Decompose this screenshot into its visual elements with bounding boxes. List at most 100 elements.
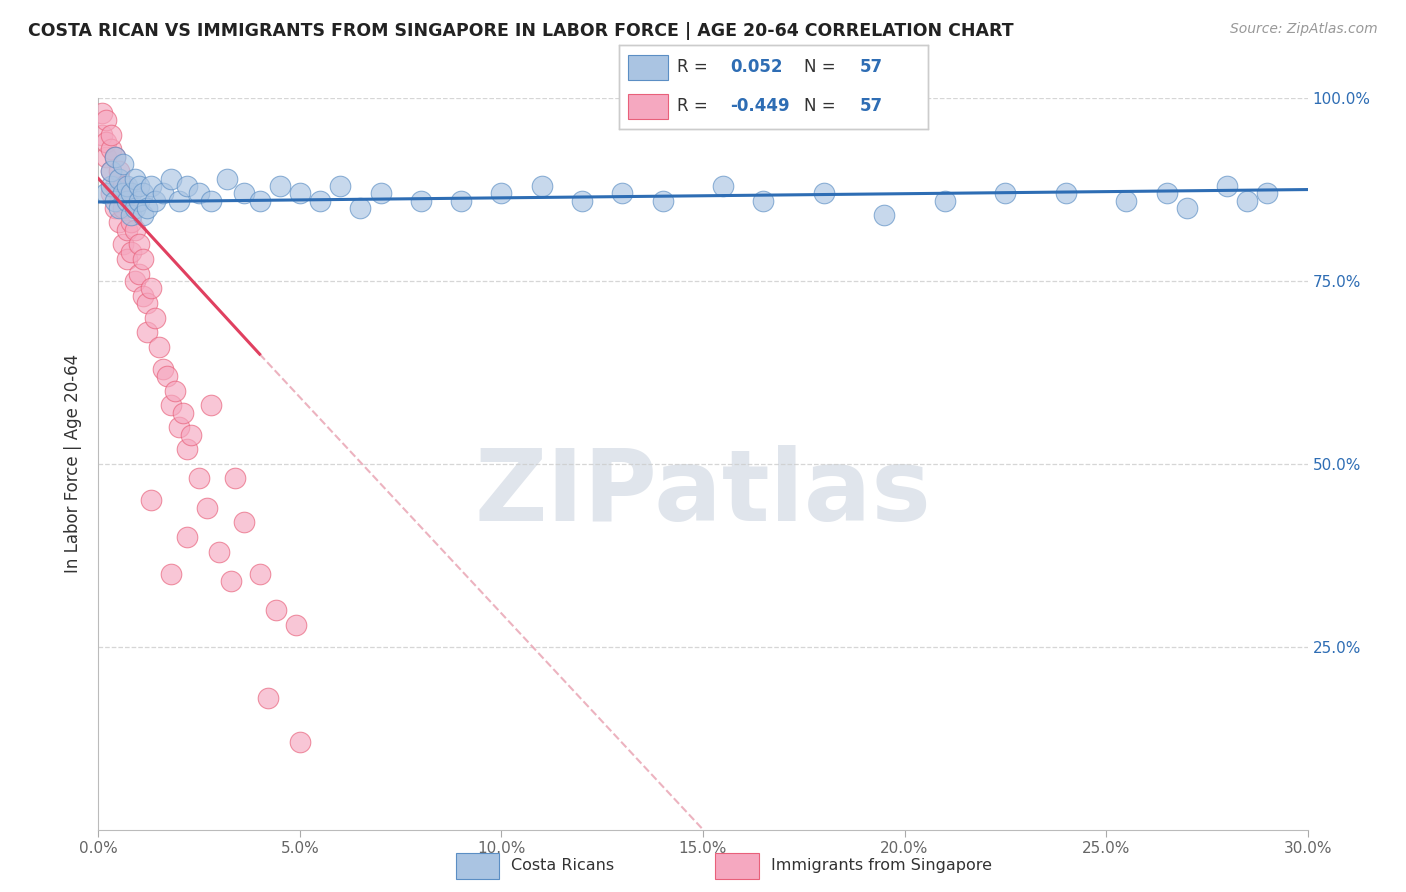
Point bbox=[612, 186, 634, 201]
Point bbox=[91, 128, 114, 142]
Text: ZIPatlas: ZIPatlas bbox=[475, 444, 931, 541]
Point bbox=[1156, 186, 1178, 201]
Point bbox=[160, 171, 183, 186]
Text: R =: R = bbox=[678, 97, 709, 115]
Point bbox=[111, 178, 134, 193]
Point bbox=[103, 150, 125, 164]
Point bbox=[96, 135, 118, 149]
Point bbox=[450, 194, 472, 208]
Point bbox=[152, 186, 174, 201]
Point bbox=[100, 164, 122, 178]
Point bbox=[188, 471, 211, 485]
Point bbox=[1256, 186, 1278, 201]
Point bbox=[107, 171, 129, 186]
FancyBboxPatch shape bbox=[628, 94, 668, 120]
Point bbox=[128, 178, 150, 193]
Point bbox=[103, 178, 125, 193]
Point bbox=[160, 398, 183, 412]
FancyBboxPatch shape bbox=[716, 854, 759, 879]
Point bbox=[309, 194, 332, 208]
Point bbox=[249, 194, 271, 208]
Point bbox=[139, 493, 162, 508]
Point bbox=[103, 150, 125, 164]
Point bbox=[256, 690, 278, 705]
Point bbox=[349, 201, 371, 215]
Point bbox=[813, 186, 835, 201]
Point bbox=[195, 500, 218, 515]
Text: 57: 57 bbox=[860, 97, 883, 115]
FancyBboxPatch shape bbox=[456, 854, 499, 879]
Point bbox=[934, 194, 956, 208]
Point bbox=[249, 566, 271, 581]
Point bbox=[120, 244, 142, 259]
Point bbox=[115, 178, 138, 193]
Point bbox=[152, 361, 174, 376]
Point bbox=[176, 442, 198, 457]
Point bbox=[132, 186, 155, 201]
Point bbox=[200, 398, 222, 412]
Point bbox=[284, 617, 307, 632]
Point bbox=[120, 215, 142, 229]
Point bbox=[651, 194, 673, 208]
Point bbox=[329, 178, 352, 193]
Point bbox=[208, 544, 231, 558]
Point bbox=[107, 164, 129, 178]
Point bbox=[135, 325, 157, 339]
Point bbox=[100, 142, 122, 156]
Point bbox=[711, 178, 734, 193]
Point bbox=[269, 178, 291, 193]
Point bbox=[160, 566, 183, 581]
Point bbox=[96, 186, 118, 201]
Point bbox=[143, 194, 166, 208]
Point bbox=[132, 208, 155, 222]
Point bbox=[571, 194, 593, 208]
Point bbox=[156, 369, 179, 384]
Point bbox=[200, 194, 222, 208]
Point bbox=[180, 427, 202, 442]
Point bbox=[135, 201, 157, 215]
Point bbox=[167, 420, 190, 434]
Point bbox=[132, 288, 155, 302]
Point bbox=[100, 128, 122, 142]
Text: N =: N = bbox=[804, 59, 835, 77]
Point bbox=[115, 194, 138, 208]
Point bbox=[111, 186, 134, 201]
Point bbox=[530, 178, 553, 193]
FancyBboxPatch shape bbox=[628, 54, 668, 80]
Point bbox=[120, 186, 142, 201]
Point bbox=[107, 186, 129, 201]
Text: Source: ZipAtlas.com: Source: ZipAtlas.com bbox=[1230, 22, 1378, 37]
Point bbox=[111, 201, 134, 215]
Point bbox=[1115, 194, 1137, 208]
Point bbox=[139, 281, 162, 295]
Point bbox=[103, 194, 125, 208]
Point bbox=[288, 735, 311, 749]
Point bbox=[1054, 186, 1077, 201]
Point bbox=[224, 471, 246, 485]
Point bbox=[167, 194, 190, 208]
Point bbox=[115, 223, 138, 237]
Point bbox=[96, 113, 118, 128]
Point bbox=[128, 194, 150, 208]
Point bbox=[176, 178, 198, 193]
Point bbox=[176, 530, 198, 544]
Point bbox=[148, 340, 170, 354]
Point bbox=[111, 237, 134, 252]
Point bbox=[139, 178, 162, 193]
Point bbox=[752, 194, 775, 208]
Point bbox=[100, 178, 122, 193]
Point bbox=[115, 252, 138, 266]
Point bbox=[288, 186, 311, 201]
Text: Costa Ricans: Costa Ricans bbox=[512, 858, 614, 872]
Point bbox=[143, 310, 166, 325]
Text: Immigrants from Singapore: Immigrants from Singapore bbox=[770, 858, 993, 872]
Point bbox=[221, 574, 243, 588]
Point bbox=[124, 223, 146, 237]
Point bbox=[1175, 201, 1198, 215]
Point bbox=[491, 186, 513, 201]
Point bbox=[115, 194, 138, 208]
Text: 0.052: 0.052 bbox=[730, 59, 783, 77]
Text: N =: N = bbox=[804, 97, 835, 115]
Point bbox=[188, 186, 211, 201]
Point bbox=[172, 406, 194, 420]
